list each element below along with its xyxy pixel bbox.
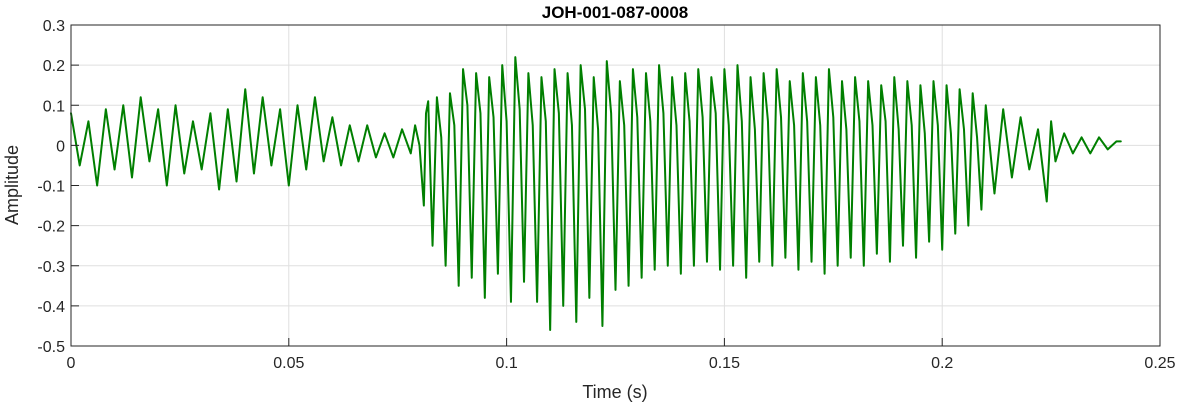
y-tick-label: 0.1 <box>43 98 65 115</box>
y-tick-label: -0.5 <box>37 339 65 356</box>
y-tick-label: 0.3 <box>43 18 65 35</box>
y-tick-label: 0.2 <box>43 58 65 75</box>
x-tick-label: 0.25 <box>1144 355 1175 372</box>
y-tick-label: -0.4 <box>37 299 65 316</box>
y-tick-label: 0 <box>56 138 65 155</box>
chart-title: JOH-001-087-0008 <box>542 3 688 22</box>
x-tick-label: 0.2 <box>931 355 953 372</box>
y-tick-label: -0.3 <box>37 259 65 276</box>
x-tick-label: 0.15 <box>709 355 740 372</box>
x-tick-label: 0.05 <box>273 355 304 372</box>
x-tick-label: 0.1 <box>495 355 517 372</box>
amplitude-series-line <box>70 56 1122 331</box>
x-axis-label: Time (s) <box>582 382 647 402</box>
x-tick-label: 0 <box>67 355 76 372</box>
axis-ticks: 0 0.05 0.1 0.15 0.2 0.25 0.3 0.2 0.1 0 -0.1 -0.2 -0.… <box>37 18 1175 372</box>
y-axis-label: Amplitude <box>2 145 22 225</box>
y-tick-label: -0.1 <box>37 179 65 196</box>
y-tick-label: -0.2 <box>37 219 65 236</box>
